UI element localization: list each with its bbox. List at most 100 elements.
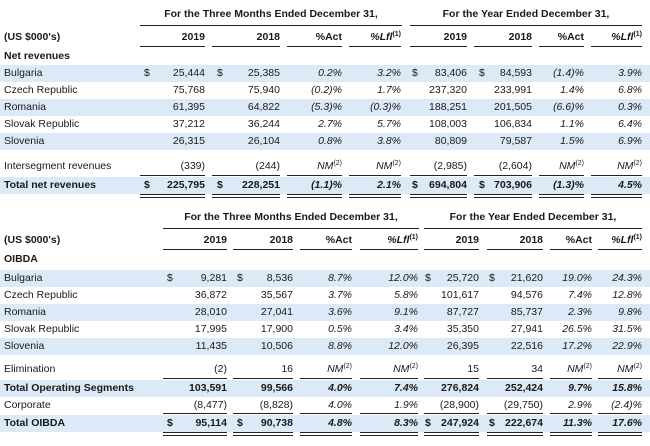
currency-symbol: $ <box>425 272 431 284</box>
cell-p1: (1.1)% <box>311 179 342 191</box>
cell-v4: 34 <box>531 363 543 375</box>
row-label: Slovenia <box>4 340 45 352</box>
cell-v1: (339) <box>180 160 205 172</box>
table-row: Czech Republic 75,768 75,940 (0.2)% 1.7% 237,… <box>0 82 650 99</box>
row-label: Romania <box>4 101 47 113</box>
row-label: Czech Republic <box>4 84 78 96</box>
cell-v4: 94,576 <box>510 289 543 301</box>
cell-p1: 4.0% <box>328 382 352 394</box>
row-label: Bulgaria <box>4 272 43 284</box>
cell-v1: 36,872 <box>194 289 227 301</box>
row-label: Elimination <box>4 363 56 375</box>
cell-v1: 37,212 <box>172 118 205 130</box>
cell-p1: 4.8% <box>328 417 352 429</box>
currency-symbol: $ <box>167 417 173 429</box>
cell-v2: 64,822 <box>247 101 280 113</box>
cell-v2: 75,940 <box>247 84 280 96</box>
currency-symbol: $ <box>425 417 431 429</box>
cell-v2: 36,244 <box>247 118 280 130</box>
cell-v4: 27,941 <box>510 323 543 335</box>
cell-l1: NM(2) <box>376 160 401 172</box>
cell-p1: 0.5% <box>328 323 352 335</box>
cell-l2: 4.5% <box>618 179 642 191</box>
cell-v4: 233,991 <box>494 84 532 96</box>
table-row: Slovenia 26,315 26,104 0.8% 3.8% 80,809 79,587… <box>0 133 650 150</box>
row-label: Intersegment revenues <box>4 160 112 172</box>
group-header-year: For the Year Ended December 31, <box>442 8 610 20</box>
cell-l1: 1.7% <box>377 84 401 96</box>
cell-l1: 9.1% <box>394 306 418 318</box>
cell-l2: 6.4% <box>618 118 642 130</box>
column-header-row: (US $000's) 2019 2018 %Act %Lfl(1) 2019 … <box>0 232 650 249</box>
net-revenues-table: For the Three Months Ended December 31, … <box>0 0 650 200</box>
col-3m-act: %Act <box>315 31 342 43</box>
cell-p2: 1.1% <box>560 118 584 130</box>
cell-v1: 75,768 <box>172 84 205 96</box>
cell-v4: 22,516 <box>510 340 543 352</box>
cell-p1: (5.3)% <box>311 101 342 113</box>
currency-symbol: $ <box>217 179 223 191</box>
cell-l2: 6.8% <box>618 84 642 96</box>
cell-p2: NM(2) <box>567 363 592 375</box>
cell-v2: 27,041 <box>260 306 293 318</box>
row-label: Total Operating Segments <box>4 382 134 394</box>
section-title: Net revenues <box>0 48 650 65</box>
currency-symbol: $ <box>489 417 495 429</box>
cell-v3: 26,395 <box>446 340 479 352</box>
col-yr-2019: 2019 <box>443 31 467 43</box>
table-row: Slovenia 11,435 10,506 8.8% 12.0% 26,395 22,51… <box>0 338 650 355</box>
cell-l2: 0.3% <box>618 101 642 113</box>
currency-symbol: $ <box>412 179 418 191</box>
cell-l2: 22.9% <box>612 340 642 352</box>
cell-v2: 99,566 <box>260 382 293 394</box>
cell-p1: 0.8% <box>318 135 342 147</box>
cell-v1: 61,395 <box>172 101 205 113</box>
cell-l2: 24.3% <box>612 272 642 284</box>
col-yr-2019: 2019 <box>455 234 479 246</box>
units-label: (US $000's) <box>4 234 61 246</box>
row-label: Bulgaria <box>4 67 43 79</box>
cell-v3: 15 <box>467 363 479 375</box>
cell-v3: 276,824 <box>441 382 479 394</box>
col-3m-2019: 2019 <box>181 31 205 43</box>
cell-v2: 26,104 <box>247 135 280 147</box>
table-row: Slovak Republic 37,212 36,244 2.7% 5.7% 108,0… <box>0 116 650 133</box>
cell-v1: 17,995 <box>194 323 227 335</box>
col-yr-act: %Act <box>557 31 584 43</box>
cell-l2: 9.8% <box>618 306 642 318</box>
cell-l1: (0.3)% <box>370 101 401 113</box>
cell-v4: 106,834 <box>494 118 532 130</box>
cell-l1: 1.9% <box>394 399 418 411</box>
cell-l1: 3.4% <box>394 323 418 335</box>
cell-p2: 1.4% <box>560 84 584 96</box>
table-row: Total OIBDA $95,114 $90,738 4.8% 8.3% $247,92… <box>0 415 650 432</box>
cell-v2: 17,900 <box>260 323 293 335</box>
table-row: Total net revenues $225,795 $228,251 (1.1)%… <box>0 177 650 194</box>
currency-symbol: $ <box>237 272 243 284</box>
cell-p1: 8.8% <box>328 340 352 352</box>
cell-l2: 3.9% <box>618 67 642 79</box>
cell-p1: NM(2) <box>327 363 352 375</box>
cell-l1: 12.0% <box>388 272 418 284</box>
table-row: Elimination (2) 16 NM(2) NM(2) 15 34 NM(2) NM(2) <box>0 361 650 378</box>
cell-v3: 25,720 <box>446 272 479 284</box>
row-label: Total OIBDA <box>4 417 66 429</box>
section-label: Net revenues <box>4 50 70 62</box>
cell-p2: 17.2% <box>562 340 592 352</box>
cell-p2: (1.4)% <box>553 67 584 79</box>
cell-v1: 95,114 <box>195 417 227 429</box>
cell-v2: 8,536 <box>266 272 293 284</box>
cell-l2: 6.9% <box>618 135 642 147</box>
cell-v2: 35,567 <box>260 289 293 301</box>
cell-v2: (8,828) <box>259 399 293 411</box>
row-label: Total net revenues <box>4 179 96 191</box>
row-label: Slovak Republic <box>4 118 80 130</box>
cell-v2: 90,738 <box>260 417 293 429</box>
cell-v4: (2,604) <box>498 160 532 172</box>
units-label: (US $000's) <box>4 31 61 43</box>
cell-v2: 10,506 <box>260 340 293 352</box>
currency-symbol: $ <box>167 272 173 284</box>
currency-symbol: $ <box>144 179 150 191</box>
group-header-year: For the Year Ended December 31, <box>449 211 617 223</box>
currency-symbol: $ <box>217 67 223 79</box>
